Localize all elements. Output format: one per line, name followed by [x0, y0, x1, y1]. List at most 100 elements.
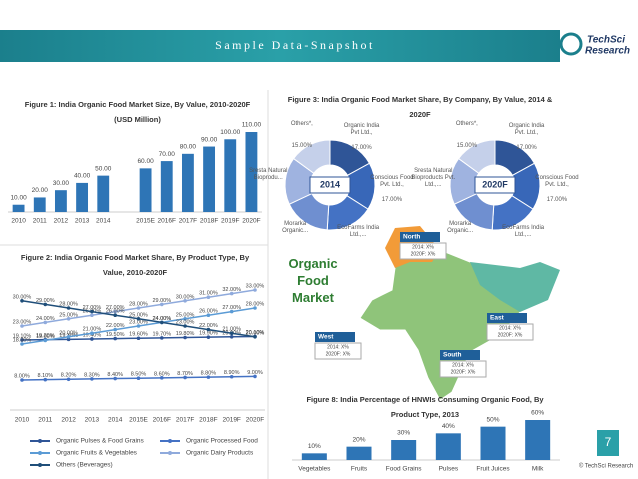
data-label: 30%	[397, 430, 410, 437]
x-tick-label: 2019F	[222, 417, 240, 424]
data-label: 19.40%	[83, 332, 102, 338]
point	[66, 377, 71, 382]
point	[160, 376, 164, 380]
point	[66, 317, 71, 321]
x-tick-label: Fruits	[351, 466, 368, 473]
x-tick-label: 2014	[96, 218, 111, 225]
bar	[160, 161, 173, 212]
x-tick-label: 2019F	[221, 218, 239, 225]
point	[90, 377, 94, 381]
region-name-box	[315, 332, 355, 342]
bar	[525, 420, 551, 460]
region-name-box	[440, 350, 480, 360]
region-text: 2020F: X%	[451, 369, 476, 375]
data-label: 31.00%	[199, 291, 218, 297]
point	[20, 378, 24, 382]
region-box	[439, 360, 487, 378]
slice-label: EcoFarms India Ltd.,...	[502, 224, 545, 238]
point	[183, 324, 187, 328]
bar	[76, 182, 89, 212]
map-region	[470, 262, 560, 312]
x-tick-label: 2012	[54, 218, 69, 225]
data-label: 19.10%	[13, 333, 32, 339]
point	[113, 327, 117, 332]
point	[136, 306, 141, 310]
legend-swatch	[38, 451, 42, 455]
data-label: 23.00%	[129, 319, 148, 325]
data-label: 28.00%	[129, 301, 148, 307]
data-label: 25.00%	[176, 312, 195, 318]
bar	[33, 197, 46, 212]
data-label: 8.90%	[224, 370, 240, 376]
data-label: 23.00%	[176, 319, 195, 325]
data-label: 30.00	[53, 180, 70, 187]
point	[136, 324, 141, 328]
center-box	[309, 176, 351, 194]
data-label: 8.40%	[107, 372, 123, 378]
data-label: 23.00%	[13, 319, 32, 325]
bar	[12, 204, 25, 212]
slice-label: EcoFarms India Ltd.,...	[337, 224, 380, 238]
x-tick-label: 2018F	[200, 218, 218, 225]
data-label: 8.00%	[14, 373, 30, 379]
x-tick-label: Pulses	[439, 466, 459, 473]
x-tick-label: 2020F	[246, 417, 264, 424]
point	[229, 374, 234, 379]
point	[206, 295, 211, 300]
x-tick-label: Food Grains	[386, 466, 423, 473]
data-label: 21.00%	[83, 327, 102, 333]
region-text: 2020F: X%	[411, 251, 436, 257]
chart-title: Figure 2: India Organic Food Market Shar…	[20, 253, 250, 277]
region-name: West	[318, 334, 334, 341]
slice-label: Morarka Organic...	[447, 220, 474, 234]
point	[136, 336, 141, 341]
point	[183, 299, 187, 303]
legend-label: Organic Processed Food	[186, 438, 258, 445]
slice-label: Morarka Organic...	[282, 220, 309, 234]
data-label: 8.10%	[37, 373, 53, 379]
region-text: 2014: X%	[452, 362, 474, 368]
x-tick-label: 2013	[85, 417, 100, 424]
data-label: 26.00%	[106, 309, 125, 315]
point	[66, 337, 71, 342]
x-tick-label: 2017F	[179, 218, 197, 225]
point	[66, 306, 71, 310]
bar	[181, 153, 194, 212]
point	[183, 375, 187, 380]
data-label: 20.00%	[246, 330, 265, 336]
x-tick-label: 2017F	[176, 417, 194, 424]
slice-label: Others*,	[290, 121, 313, 128]
region-text: 2014: X%	[327, 344, 349, 350]
region-text: 2014: X%	[499, 325, 521, 331]
data-label: 32.00%	[222, 287, 241, 293]
region-text: 2014: X%	[412, 244, 434, 250]
chart-title: Figure 1: India Organic Food Market Size…	[24, 100, 251, 124]
slice-value: 17.00%	[351, 145, 372, 152]
donut-slice	[457, 139, 496, 174]
slice-label: Others*,	[455, 121, 478, 128]
point	[113, 336, 117, 341]
page-number: 7	[605, 435, 612, 449]
data-label: 24.00%	[36, 316, 55, 322]
bar	[203, 146, 216, 212]
data-label: 18.00%	[13, 337, 32, 343]
point	[229, 291, 234, 296]
data-label: 24.00%	[152, 316, 171, 322]
data-label: 50.00	[95, 165, 112, 172]
logo-text: TechSci	[587, 35, 625, 46]
data-label: 10.00	[10, 194, 27, 201]
data-label: 26.00%	[199, 309, 218, 315]
point	[160, 320, 164, 325]
x-tick-label: Milk	[532, 466, 544, 473]
data-label: 19.20%	[36, 333, 55, 339]
copyright: © TechSci Research	[579, 463, 633, 470]
region-box	[486, 323, 534, 341]
data-label: 80.00	[180, 144, 197, 151]
point	[113, 376, 117, 381]
data-label: 8.70%	[177, 371, 193, 377]
slice-value: 17.00%	[546, 196, 568, 203]
bar	[245, 132, 258, 212]
data-label: 60%	[531, 410, 544, 417]
map-title: Organic Food Market	[288, 256, 338, 305]
data-label: 20.00%	[59, 330, 78, 336]
